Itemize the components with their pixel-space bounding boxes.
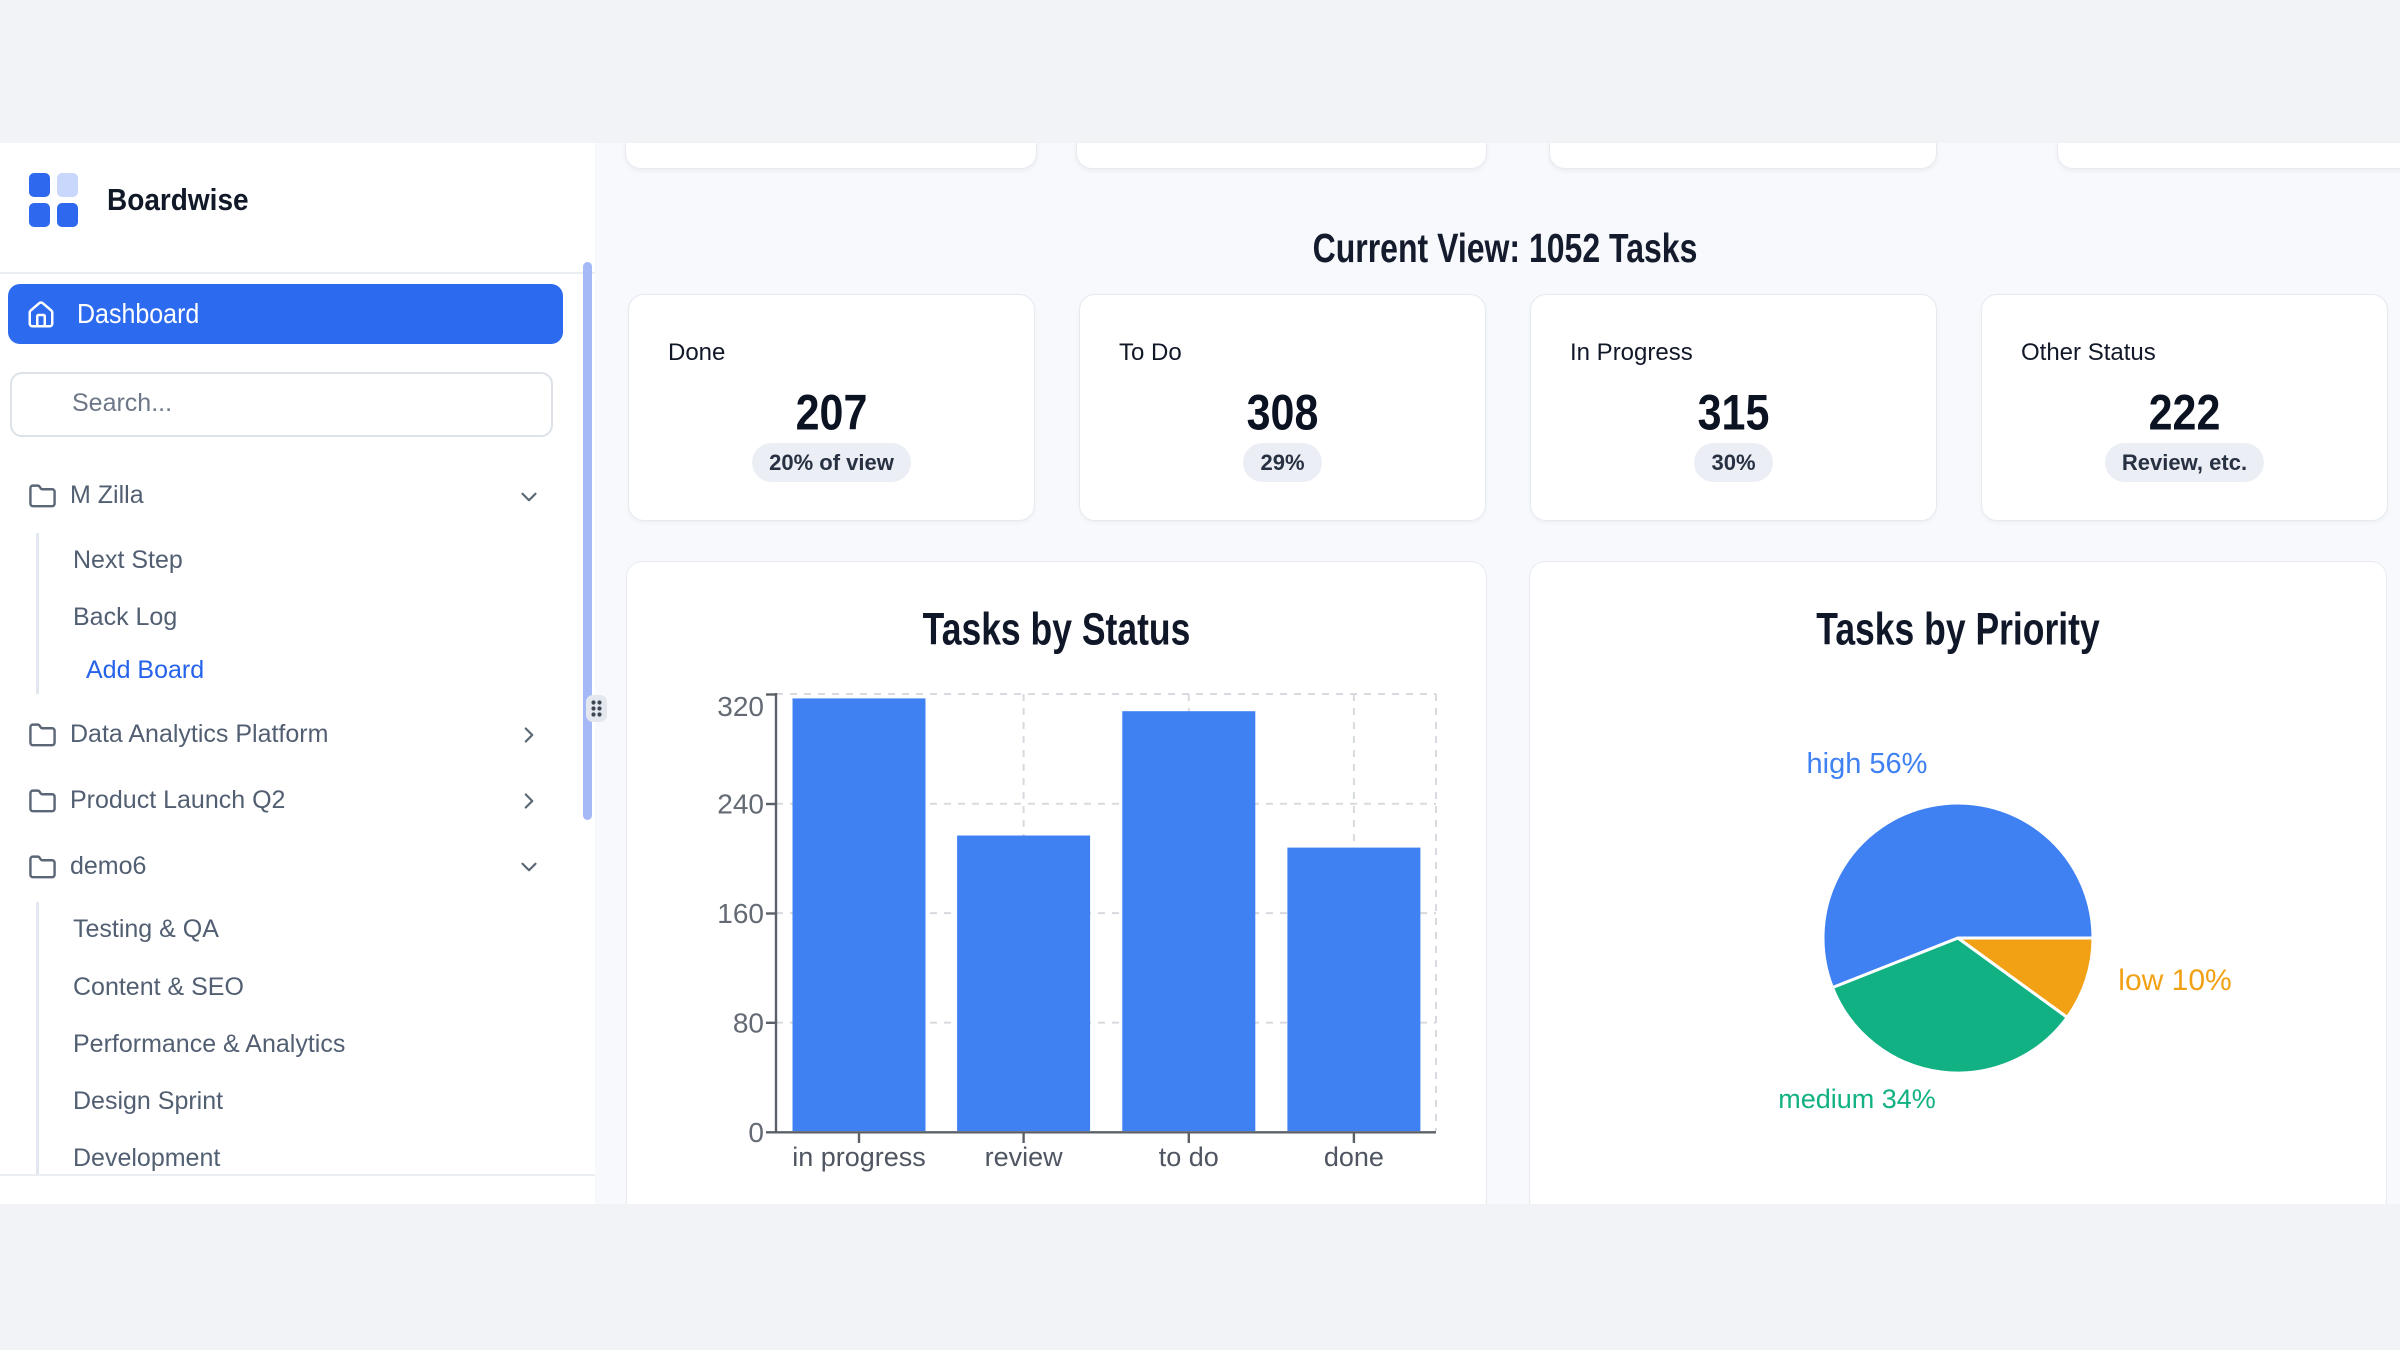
svg-text:high 56%: high 56% — [1807, 748, 1928, 780]
svg-text:80: 80 — [733, 1008, 764, 1039]
svg-text:done: done — [1324, 1142, 1384, 1172]
svg-text:review: review — [985, 1142, 1064, 1172]
svg-text:in progress: in progress — [792, 1142, 926, 1172]
svg-text:medium 34%: medium 34% — [1778, 1084, 1936, 1114]
svg-text:low 10%: low 10% — [2118, 964, 2231, 997]
svg-text:240: 240 — [717, 789, 764, 820]
svg-text:320: 320 — [717, 691, 764, 722]
svg-text:to do: to do — [1159, 1142, 1219, 1172]
svg-text:0: 0 — [748, 1117, 764, 1148]
svg-text:160: 160 — [717, 898, 764, 929]
